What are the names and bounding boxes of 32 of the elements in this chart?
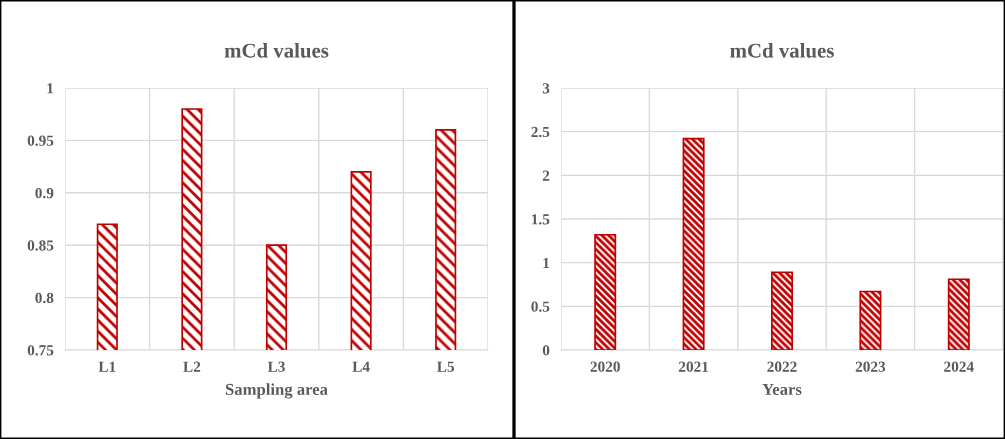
y-tick-label: 0.95	[27, 135, 54, 146]
x-tick-label: L3	[267, 361, 285, 372]
x-tick-label: 2022	[767, 361, 797, 372]
x-tick-label: 2021	[678, 361, 709, 372]
y-tick-label: 3	[542, 83, 550, 94]
y-tick-label: 0.9	[35, 187, 54, 199]
x-axis-title: Years	[762, 383, 802, 396]
x-tick-label: 2020	[590, 361, 620, 372]
bar	[682, 137, 705, 350]
x-tick-label: L2	[183, 361, 201, 372]
y-tick-label: 1.5	[532, 214, 550, 225]
y-tick-label: 0.75	[27, 345, 54, 356]
y-tick-label: 0.8	[35, 292, 54, 304]
x-tick-label: L1	[98, 361, 116, 372]
x-tick-label: L4	[352, 361, 370, 372]
x-tick-label: L5	[437, 361, 455, 372]
y-tick-label: 2	[542, 170, 550, 181]
x-axis-title: Sampling area	[225, 383, 328, 399]
x-tick-label: 2023	[855, 361, 886, 372]
bar	[770, 271, 794, 350]
y-tick-label: 2.5	[531, 126, 550, 138]
chart-title: mCd values	[730, 42, 834, 58]
y-tick-label: 1	[543, 257, 550, 268]
y-tick-label: 1	[47, 83, 54, 94]
y-tick-label: 0.5	[531, 301, 550, 312]
bar	[859, 290, 882, 350]
x-tick-label: 2024	[944, 361, 974, 372]
y-tick-label: 0.85	[27, 240, 54, 251]
chart-title: mCd values	[224, 42, 329, 58]
bar	[947, 278, 970, 350]
y-tick-label: 0	[542, 345, 550, 356]
bar	[594, 233, 617, 350]
